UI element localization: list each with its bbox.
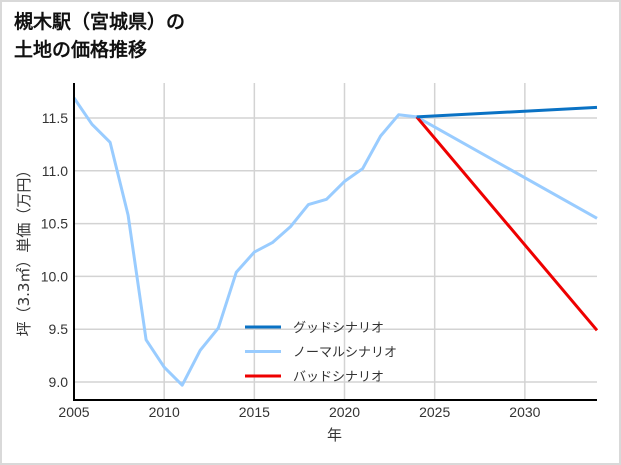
x-tick-label: 2005: [58, 404, 89, 420]
legend-item-good: グッドシナリオ: [245, 321, 384, 336]
legend-label-good: グッドシナリオ: [293, 321, 384, 336]
x-tick-label: 2020: [329, 404, 360, 420]
y-tick-label: 9.0: [49, 374, 69, 390]
y-tick-label: 10.0: [41, 268, 68, 284]
x-tick-label: 2030: [509, 404, 540, 420]
x-tick-label: 2025: [419, 404, 450, 420]
x-tick-labels: 2005 2010 2015 2020 2025 2030: [58, 404, 540, 420]
axes: [73, 83, 597, 401]
chart-title-line2: 土地の価格推移: [14, 39, 148, 61]
series-line-bad: [415, 115, 599, 332]
legend-item-normal: ノーマルシナリオ: [245, 346, 397, 361]
legend-item-bad: バッドシナリオ: [245, 370, 384, 385]
y-tick-label: 11.0: [42, 163, 68, 179]
x-tick-label: 2015: [239, 404, 270, 420]
y-tick-labels: 9.0 9.5 10.0 10.5 11.0 11.5: [41, 110, 68, 390]
legend-label-normal: ノーマルシナリオ: [293, 346, 397, 361]
series-lines: [72, 97, 599, 387]
legend-label-bad: バッドシナリオ: [293, 370, 384, 385]
series-line-good: [416, 105, 598, 119]
y-tick-label: 11.5: [42, 110, 68, 126]
y-axis-label: 坪（3.3㎡）単価（万円）: [15, 163, 33, 337]
y-tick-label: 9.5: [49, 321, 69, 337]
series-line-normal: [72, 97, 598, 387]
x-axis-label: 年: [327, 426, 342, 444]
chart-title: 槻木駅（宮城県）の 土地の価格推移: [14, 8, 185, 64]
chart-title-line1: 槻木駅（宮城県）の: [14, 11, 186, 33]
y-tick-label: 10.5: [41, 216, 68, 232]
x-tick-label: 2010: [149, 404, 180, 420]
